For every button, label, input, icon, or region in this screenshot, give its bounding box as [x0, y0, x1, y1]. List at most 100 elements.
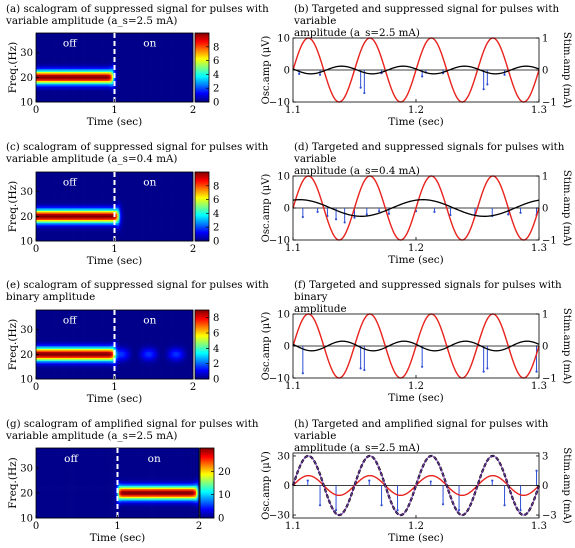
heat-cell — [44, 49, 47, 52]
heat-cell — [44, 57, 47, 59]
heat-cell — [48, 60, 51, 62]
heat-cell — [36, 37, 38, 40]
heat-cell — [43, 48, 45, 50]
heat-cell — [41, 63, 44, 65]
heat-cell — [36, 84, 38, 86]
heat-cell — [45, 69, 48, 71]
heat-cell — [41, 60, 44, 62]
heat-cell — [38, 76, 41, 79]
heat-cell — [45, 63, 48, 65]
heat-cell — [48, 87, 51, 89]
heat-cell — [48, 55, 51, 58]
heat-cell — [44, 36, 47, 38]
heat-cell — [47, 42, 50, 44]
heat-cell — [48, 88, 51, 91]
heat-cell — [47, 48, 50, 50]
heat-cell — [41, 97, 44, 100]
heat-cell — [43, 85, 45, 88]
heat-cell — [48, 85, 51, 88]
heat-cell — [36, 73, 38, 76]
heat-cell — [38, 75, 41, 77]
heat-cell — [47, 96, 50, 98]
heat-cell — [44, 33, 47, 35]
heat-cell — [40, 39, 43, 41]
heat-cell — [48, 51, 51, 53]
heat-cell — [36, 36, 38, 38]
heat-cell — [38, 45, 41, 47]
heat-cell — [48, 48, 51, 50]
heat-cell — [43, 88, 45, 91]
heat-cell — [43, 91, 45, 94]
heat-cell — [48, 66, 51, 68]
heat-cell — [43, 97, 45, 100]
heat-cell — [50, 52, 53, 55]
heat-cell — [37, 33, 40, 35]
heat-cell — [36, 49, 38, 52]
heat-cell — [37, 57, 40, 59]
heat-cell — [47, 73, 50, 76]
heat-cell — [37, 87, 40, 89]
heat-cell — [48, 91, 51, 94]
heat-cell — [48, 73, 51, 76]
heat-cell — [38, 66, 41, 68]
heat-cell — [37, 78, 40, 80]
heat-cell — [37, 81, 40, 83]
heat-cell — [43, 78, 45, 80]
heat-cell — [47, 39, 50, 41]
heat-cell — [37, 37, 40, 40]
heat-cell — [41, 90, 44, 92]
heat-cell — [44, 93, 47, 95]
heat-cell — [38, 99, 41, 101]
heat-cell — [41, 39, 44, 41]
heat-cell — [47, 100, 50, 103]
heat-cell — [40, 70, 43, 73]
heat-cell — [45, 45, 48, 47]
heat-cell — [47, 46, 50, 49]
heat-cell — [44, 37, 47, 40]
heat-cell — [45, 94, 48, 97]
heat-cell — [44, 100, 47, 103]
heat-cell — [40, 93, 43, 95]
heat-cell — [40, 42, 43, 44]
heat-cell — [36, 82, 38, 85]
heat-cell — [36, 60, 38, 62]
heat-cell — [45, 46, 48, 49]
heat-cell — [38, 36, 41, 38]
heat-cell — [43, 100, 45, 103]
heat-cell — [45, 81, 48, 83]
heat-cell — [48, 100, 51, 103]
heat-cell — [47, 76, 50, 79]
heat-cell — [45, 88, 48, 91]
heat-cell — [50, 45, 53, 47]
heat-cell — [45, 73, 48, 76]
heat-cell — [37, 45, 40, 47]
heat-cell — [37, 84, 40, 86]
heat-cell — [37, 64, 40, 67]
heat-cell — [45, 87, 48, 89]
heat-cell — [37, 94, 40, 97]
heat-cell — [48, 72, 51, 74]
heat-cell — [41, 42, 44, 44]
heat-cell — [43, 46, 45, 49]
heat-cell — [40, 99, 43, 101]
heat-cell — [41, 51, 44, 53]
heat-cell — [48, 36, 51, 38]
heat-cell — [36, 43, 38, 46]
heat-cell — [44, 96, 47, 98]
heat-cell — [47, 78, 50, 80]
heat-cell — [36, 46, 38, 49]
heat-cell — [47, 82, 50, 85]
heat-cell — [43, 96, 45, 98]
heat-cell — [36, 33, 38, 35]
heat-cell — [37, 70, 40, 73]
heat-cell — [38, 64, 41, 67]
heat-cell — [45, 72, 48, 74]
heat-cell — [44, 78, 47, 80]
heat-cell — [48, 61, 51, 64]
heat-cell — [47, 49, 50, 52]
heat-cell — [48, 76, 51, 79]
heat-cell — [36, 54, 38, 56]
heat-cell — [44, 64, 47, 67]
heat-cell — [37, 63, 40, 65]
